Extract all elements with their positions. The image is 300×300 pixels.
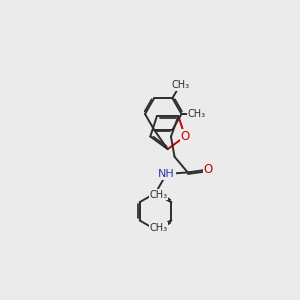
Text: CH₃: CH₃ bbox=[149, 190, 168, 200]
Text: O: O bbox=[204, 163, 213, 176]
Text: CH₃: CH₃ bbox=[171, 80, 189, 90]
Text: CH₃: CH₃ bbox=[188, 109, 206, 119]
Text: NH: NH bbox=[158, 169, 175, 179]
Text: CH₃: CH₃ bbox=[149, 223, 168, 233]
Text: O: O bbox=[180, 130, 190, 143]
